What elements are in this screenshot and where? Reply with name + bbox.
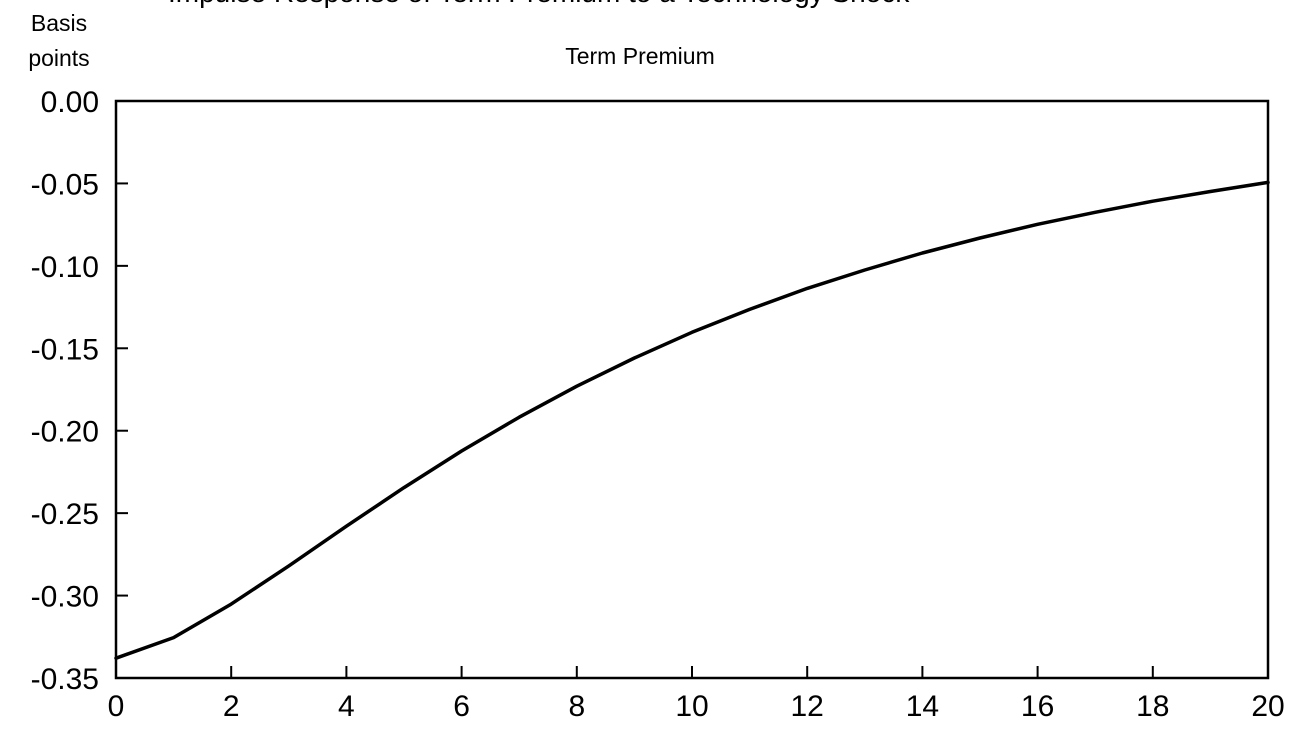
x-tick-label: 12	[791, 690, 824, 723]
x-tick-label: 2	[223, 690, 240, 723]
y-axis-label-line1: Basis	[31, 10, 87, 36]
series-line-term-premium	[114, 180, 1270, 660]
y-tick-label: -0.15	[31, 333, 99, 366]
y-tick-label: -0.05	[31, 168, 99, 201]
series-layer	[114, 180, 1270, 660]
y-tick-label: -0.10	[31, 251, 99, 284]
y-tick-label: -0.25	[31, 498, 99, 531]
cut-off-heading: Impulse Response of Term Premium to a Te…	[168, 0, 909, 9]
y-tick-label: -0.35	[31, 663, 99, 696]
y-axis-ticks: 0.00 -0.05 -0.10 -0.15 -0.20 -0.25 -0.30 -0.35	[31, 86, 128, 696]
x-tick-label: 16	[1021, 690, 1054, 723]
chart-title: Term Premium	[565, 43, 715, 69]
x-tick-label: 4	[338, 690, 355, 723]
plot-frame	[114, 99, 1270, 680]
y-tick-label: -0.20	[31, 416, 99, 449]
x-tick-label: 0	[108, 690, 125, 723]
y-tick-label: 0.00	[41, 86, 99, 119]
x-tick-label: 18	[1136, 690, 1169, 723]
x-axis-ticks: 0 2 4 6 8 10 12 14 16 18 20	[108, 666, 1285, 723]
x-tick-label: 6	[453, 690, 470, 723]
x-tick-label: 20	[1251, 690, 1284, 723]
y-tick-label: -0.30	[31, 581, 99, 614]
x-tick-label: 14	[906, 690, 939, 723]
x-tick-label: 8	[568, 690, 585, 723]
x-tick-label: 10	[675, 690, 708, 723]
y-axis-label-line2: points	[28, 45, 89, 71]
